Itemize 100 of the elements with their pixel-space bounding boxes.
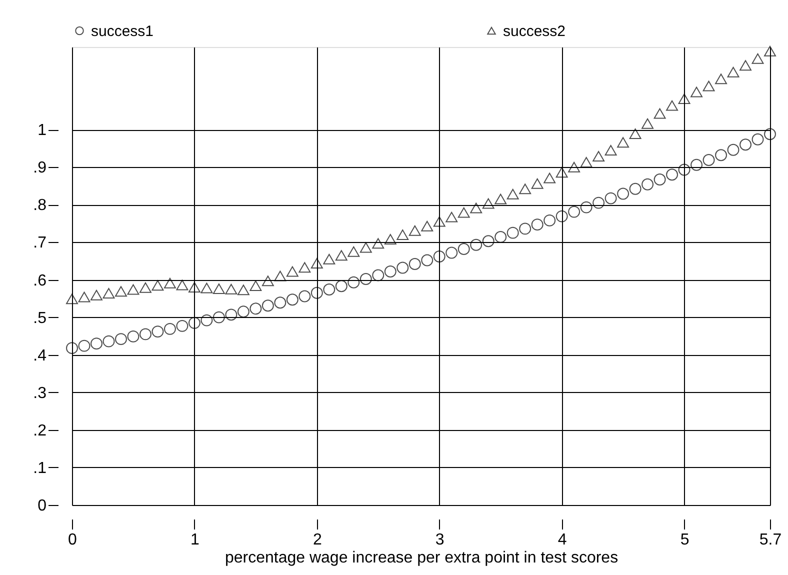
point [176,320,188,332]
point [470,202,482,214]
y-tick-label: .9 [33,160,47,177]
y-tick-label: 0 [38,498,47,514]
point [433,216,446,227]
point [642,118,654,129]
point [654,108,666,119]
point [580,157,592,168]
point [764,128,776,140]
y-tick-label: .5 [33,310,47,327]
x-axis-title: percentage wage increase per extra point in test scores [224,550,618,566]
point [458,207,470,218]
point [212,284,225,294]
point [690,86,703,98]
point [727,66,740,78]
point [274,270,286,282]
y-tick-label: .7 [33,234,47,252]
point [237,306,250,318]
point [384,266,396,278]
point [408,258,421,270]
point [66,294,78,304]
point [152,326,164,338]
point [372,238,384,249]
point [408,225,421,236]
point [139,328,152,340]
point [506,188,519,200]
point [446,246,458,259]
point [225,284,238,294]
point [262,300,274,312]
point [433,250,446,262]
point [678,94,690,104]
point [690,158,703,171]
point [568,162,580,172]
point [470,238,482,251]
point [666,100,678,111]
point [127,330,140,342]
point [250,280,262,292]
y-tick-label: 1 [38,122,47,140]
point [642,178,654,190]
point [544,214,556,226]
point [200,314,213,326]
point [764,46,776,56]
point [506,226,519,239]
point [604,192,617,204]
y-tick-label: .2 [33,422,47,440]
point [396,229,409,240]
point [335,280,348,292]
point [482,198,494,209]
point [78,292,90,302]
point [446,212,458,222]
point [629,182,642,195]
y-tick-label: .6 [33,272,47,290]
point [164,322,176,335]
point [274,296,286,309]
y-tick-label: .3 [33,384,47,402]
x-tick-label: 1 [190,532,200,548]
point [335,250,348,261]
point [384,234,396,244]
point [556,210,568,222]
point [102,335,115,348]
point [250,302,262,315]
point [519,184,532,194]
point [212,311,225,324]
y-tick-label: .4 [33,347,47,364]
point [654,174,666,186]
point [323,284,336,296]
point [678,164,690,176]
point [360,242,372,253]
legend-label: success2 [503,22,566,40]
point [164,278,176,288]
point [115,286,127,297]
point [90,338,102,350]
point [421,220,434,232]
point [323,254,336,264]
point [629,128,642,139]
point [286,294,298,306]
x-tick-label: 2 [312,532,322,548]
point [666,168,678,181]
point [531,218,544,231]
point [225,308,238,321]
point [568,206,580,218]
point [592,151,605,162]
point [66,342,78,354]
point [298,262,311,273]
point [421,254,434,266]
point [544,172,556,184]
x-tick-label: 3 [435,532,444,548]
point [298,290,311,302]
point [396,262,409,274]
x-tick-label: 0 [68,532,78,548]
point [78,340,90,352]
point [310,286,323,299]
point [604,144,617,156]
point [152,280,164,291]
point [580,201,592,214]
point [702,80,715,92]
point [200,282,213,294]
point [752,53,764,64]
point [360,273,372,285]
point [348,246,360,257]
